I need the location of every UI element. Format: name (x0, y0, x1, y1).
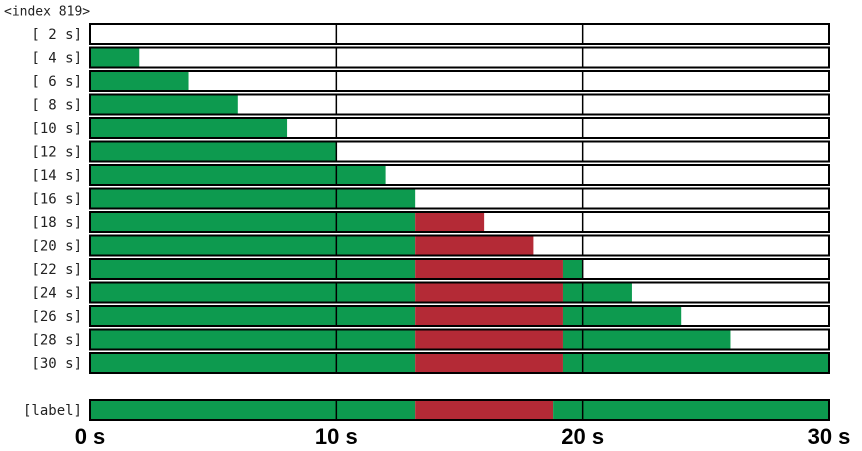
segment (90, 141, 337, 162)
row-frame (89, 70, 830, 92)
row-frame (89, 187, 830, 210)
segment (415, 235, 534, 256)
segment (90, 329, 416, 350)
segment (90, 188, 416, 209)
row-frame (89, 234, 830, 257)
segment (562, 282, 632, 303)
row-label: [28 s] (31, 333, 82, 349)
row-label: [10 s] (31, 121, 82, 137)
segment (415, 353, 563, 373)
row-label: [30 s] (31, 356, 82, 372)
segment (553, 400, 829, 420)
row-label: [label] (23, 403, 82, 419)
row-label: [16 s] (31, 192, 82, 208)
row-label: [24 s] (31, 286, 82, 302)
segment (90, 400, 416, 420)
segment (90, 259, 416, 279)
segment (415, 329, 563, 350)
segment (562, 353, 829, 373)
row-label: [ 8 s] (31, 98, 82, 114)
x-tick-label: 30 s (808, 424, 851, 449)
segment (90, 165, 386, 185)
segment (562, 259, 583, 279)
x-tick-label: 0 s (75, 424, 106, 449)
segment (90, 94, 238, 115)
segment (90, 282, 416, 303)
segment (562, 306, 682, 326)
segment (415, 282, 563, 303)
segment (90, 118, 288, 138)
segment (90, 212, 416, 232)
row-frame (89, 211, 830, 233)
row-label: [26 s] (31, 309, 82, 325)
row-label: [ 4 s] (31, 51, 82, 67)
row-frame (89, 399, 830, 421)
row-label: [12 s] (31, 145, 82, 161)
row-frame (89, 46, 830, 69)
row-frame (89, 140, 830, 163)
row-frame (89, 305, 830, 327)
row-frame (89, 258, 830, 280)
segment (415, 306, 563, 326)
row-label: [22 s] (31, 262, 82, 278)
segment (90, 353, 416, 373)
segment (415, 259, 563, 279)
row-label: [18 s] (31, 215, 82, 231)
row-frame (89, 93, 830, 116)
segment (415, 400, 554, 420)
segment (90, 47, 140, 68)
segment (415, 212, 485, 232)
x-tick-label: 20 s (561, 424, 604, 449)
chart-title: <index 819> (4, 5, 90, 20)
row-frame (89, 117, 830, 139)
row-frame (89, 23, 830, 45)
row-frame (89, 281, 830, 304)
row-label: [ 6 s] (31, 74, 82, 90)
row-label: [14 s] (31, 168, 82, 184)
x-tick-label: 10 s (315, 424, 358, 449)
row-label: [ 2 s] (31, 27, 82, 43)
segment (90, 306, 416, 326)
row-label: [20 s] (31, 239, 82, 255)
segment (562, 329, 731, 350)
segment (90, 235, 416, 256)
row-frame (89, 352, 830, 374)
segment (90, 71, 189, 91)
row-frame (89, 328, 830, 351)
row-frame (89, 164, 830, 186)
